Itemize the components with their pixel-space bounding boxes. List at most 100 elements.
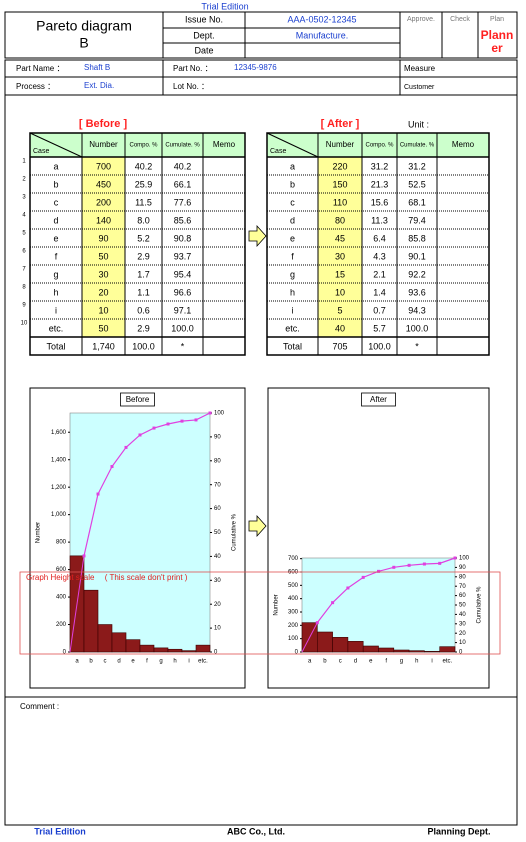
- y2-tick-label: 10: [214, 626, 221, 632]
- table-cell: 10: [98, 305, 108, 315]
- y-axis-title: Number: [36, 522, 42, 543]
- y2-tick-label: 80: [214, 458, 221, 464]
- table-cell: i: [292, 305, 294, 315]
- y2-tick-label: 20: [459, 631, 466, 637]
- bar: [167, 648, 183, 653]
- y2-tick-label: 50: [214, 530, 221, 536]
- table-total-cell: 1,740: [92, 341, 115, 351]
- table-cell: h: [290, 287, 295, 297]
- y-axis-title: Number: [274, 594, 280, 615]
- bar: [347, 641, 364, 653]
- table-cell: g: [290, 269, 295, 279]
- table-cell: 52.5: [408, 179, 426, 189]
- y-tick-label: 600: [288, 570, 299, 576]
- cumulative-point: [138, 433, 142, 437]
- cumulative-point: [208, 411, 212, 415]
- table-cell: 5.2: [137, 233, 150, 243]
- cumulative-point: [407, 563, 411, 567]
- column-header: Cumulate. %: [400, 143, 435, 149]
- line-start: [301, 622, 318, 653]
- process: Ext. Dia.: [84, 81, 114, 90]
- chart-title: Before: [126, 395, 150, 404]
- x-tick-label: i: [431, 659, 432, 665]
- table-header-bg: [267, 133, 489, 157]
- y-tick-label: 1,400: [51, 457, 67, 463]
- doc-title: Pareto diagram: [36, 18, 132, 34]
- table-cell: 2.9: [137, 323, 150, 333]
- footer-dept: Planning Dept.: [428, 826, 491, 836]
- row-number: 3: [22, 195, 26, 201]
- table-cell: c: [290, 197, 295, 207]
- chart-title-box: [361, 392, 396, 407]
- x-tick-label: g: [400, 659, 403, 665]
- part-no: 12345-9876: [234, 63, 277, 72]
- table-cell: 40.2: [135, 161, 153, 171]
- dept: Manufacture.: [296, 30, 349, 40]
- table-cell: etc.: [285, 323, 300, 333]
- table-cell: 85.8: [408, 233, 426, 243]
- x-tick-label: c: [104, 659, 107, 665]
- cumulative-point: [438, 561, 442, 565]
- table-cell: 15.6: [371, 197, 389, 207]
- table-cell: 4.3: [373, 251, 386, 261]
- customer-label: Customer: [404, 84, 435, 91]
- cumulative-point: [166, 422, 170, 426]
- y2-tick-label: 40: [214, 554, 221, 560]
- cumulative-point: [377, 569, 380, 573]
- process-label: Process ：: [16, 82, 55, 91]
- y-tick-label: 200: [288, 623, 299, 629]
- y-tick-label: 600: [56, 567, 67, 573]
- table-total-cell: 100.0: [368, 341, 391, 351]
- y2-tick-label: 60: [214, 506, 221, 512]
- table-cell: 92.2: [408, 269, 426, 279]
- bar: [195, 644, 211, 653]
- bar: [181, 650, 197, 653]
- header-box: [4, 11, 518, 59]
- x-tick-label: etc.: [198, 659, 208, 665]
- column-header: Memo: [452, 140, 475, 149]
- table-cell: 0.6: [137, 305, 150, 315]
- y2-tick-label: 40: [459, 612, 466, 618]
- approve-label: Approve.: [407, 16, 435, 23]
- table-cell: 90: [98, 233, 108, 243]
- bar: [97, 624, 113, 653]
- y2-tick-label: 30: [214, 578, 221, 584]
- table-cell: 1.1: [137, 287, 150, 297]
- table-cell: 1.4: [373, 287, 386, 297]
- y2-tick-label: 100: [459, 556, 470, 562]
- table-cell: 97.1: [174, 305, 192, 315]
- y2-tick-label: 80: [459, 574, 466, 580]
- cumulative-point: [361, 575, 365, 579]
- cumulative-point: [392, 565, 396, 569]
- table-cell: c: [54, 197, 59, 207]
- table-cell: 2.1: [373, 269, 386, 279]
- part-name: Shaft B: [84, 63, 110, 72]
- table-cell: 5.7: [373, 323, 386, 333]
- footer-company: ABC Co., Ltd.: [227, 826, 285, 836]
- y2-tick-label: 0: [459, 650, 463, 656]
- bar: [125, 639, 141, 653]
- column-header: Case: [270, 148, 286, 155]
- x-tick-label: etc.: [443, 659, 453, 665]
- comment-label: Comment :: [20, 702, 59, 711]
- table-cell: h: [53, 287, 58, 297]
- table-cell: 220: [332, 161, 347, 171]
- chart-title: After: [370, 395, 387, 404]
- table-cell: 40.2: [174, 161, 192, 171]
- bar: [316, 631, 333, 653]
- table-cell: 15: [335, 269, 345, 279]
- x-tick-label: a: [308, 659, 312, 665]
- bar: [378, 647, 395, 653]
- planner-stamp: Planner: [480, 28, 514, 55]
- cumulative-point: [453, 556, 457, 560]
- table-cell: 140: [96, 215, 111, 225]
- bar: [111, 632, 127, 653]
- table-cell: e: [53, 233, 58, 243]
- height-scale-box: [19, 571, 501, 655]
- date-label: Date: [194, 45, 213, 55]
- y-tick-label: 400: [288, 596, 299, 602]
- table-cell: 30: [98, 269, 108, 279]
- measure-label: Measure: [404, 64, 436, 73]
